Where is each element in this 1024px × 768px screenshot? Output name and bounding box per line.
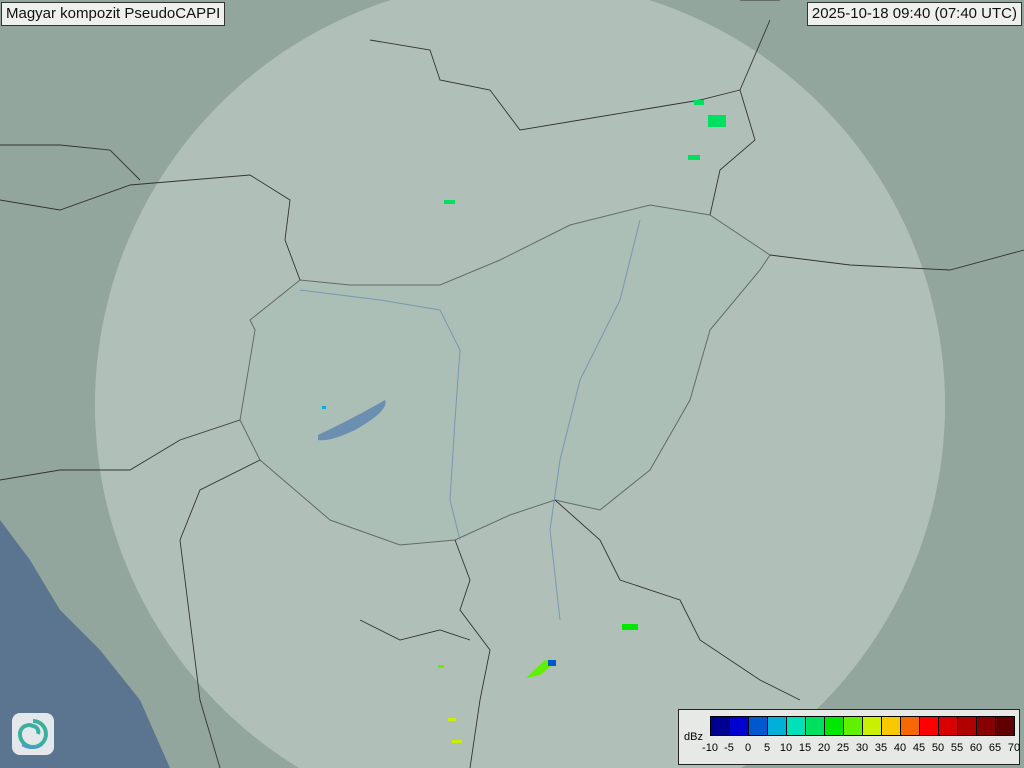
legend-color-cell <box>768 717 787 735</box>
timestamp: 2025-10-18 09:40 (07:40 UTC) <box>806 2 1022 26</box>
dbz-legend: dBz -10 -5 0 5 10 15 20 25 30 35 40 45 50 55 60 65 70 <box>678 709 1020 765</box>
legend-tick-label: -10 <box>702 742 718 754</box>
radar-echo <box>322 406 326 409</box>
radar-echo <box>438 665 444 668</box>
radar-echo <box>708 115 726 127</box>
radar-echo <box>694 100 704 105</box>
swirl-logo-icon <box>17 719 48 749</box>
radar-echo <box>448 718 456 721</box>
legend-color-cell <box>844 717 863 735</box>
legend-colorbar <box>710 716 1015 736</box>
legend-tick-label: 0 <box>744 742 752 754</box>
legend-tick-label: 20 <box>817 742 831 754</box>
legend-tick-label: 25 <box>836 742 850 754</box>
legend-color-cell <box>901 717 920 735</box>
legend-tick-label: 50 <box>931 742 945 754</box>
logo <box>12 713 54 755</box>
legend-ticks: -10 -5 0 5 10 15 20 25 30 35 40 45 50 55 60 65 70 <box>702 742 1020 762</box>
legend-tick-label: 30 <box>855 742 869 754</box>
legend-color-cell <box>787 717 806 735</box>
product-title: Magyar kompozit PseudoCAPPI <box>1 2 226 26</box>
legend-tick-label: -5 <box>724 742 734 754</box>
legend-color-cell <box>749 717 768 735</box>
legend-tick-label: 60 <box>969 742 983 754</box>
legend-tick-label: 15 <box>798 742 812 754</box>
legend-color-cell <box>920 717 939 735</box>
legend-color-cell <box>977 717 996 735</box>
lake-balaton <box>318 400 386 441</box>
legend-tick-label: 5 <box>763 742 771 754</box>
radar-echo <box>444 200 455 204</box>
radar-echoes <box>322 100 726 743</box>
legend-tick-label: 65 <box>988 742 1002 754</box>
rivers <box>299 219 641 621</box>
legend-tick-label: 10 <box>779 742 793 754</box>
legend-color-cell <box>939 717 958 735</box>
legend-tick-label: 70 <box>1007 742 1021 754</box>
legend-unit: dBz <box>684 731 703 743</box>
legend-tick-label: 55 <box>950 742 964 754</box>
legend-tick-label: 40 <box>893 742 907 754</box>
radar-echo <box>688 155 700 160</box>
legend-color-cell <box>958 717 977 735</box>
legend-color-cell <box>996 717 1014 735</box>
legend-color-cell <box>863 717 882 735</box>
legend-tick-label: 45 <box>912 742 926 754</box>
radar-echo <box>452 740 462 743</box>
radar-echo <box>548 660 556 666</box>
legend-color-cell <box>806 717 825 735</box>
legend-color-cell <box>711 717 730 735</box>
legend-color-cell <box>825 717 844 735</box>
legend-color-cell <box>882 717 901 735</box>
legend-tick-label: 35 <box>874 742 888 754</box>
legend-color-cell <box>730 717 749 735</box>
radar-echo <box>622 624 638 630</box>
hungary-border <box>239 204 771 546</box>
adriatic-sea <box>0 520 170 768</box>
